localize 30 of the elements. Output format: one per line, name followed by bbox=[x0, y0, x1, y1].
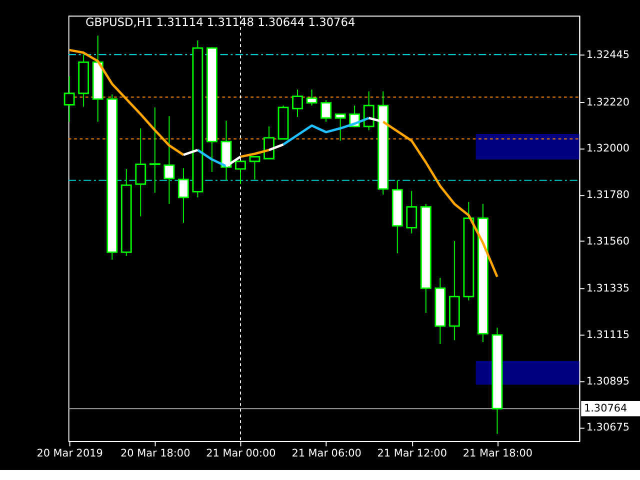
candlestick bbox=[264, 126, 274, 160]
x-tick-label: 21 Mar 18:00 bbox=[462, 448, 533, 460]
y-tick-label: 1.32220 bbox=[586, 96, 630, 108]
y-tick-label: 1.30675 bbox=[586, 422, 630, 434]
y-tick-label: 1.30895 bbox=[586, 375, 630, 388]
candlestick bbox=[406, 190, 418, 234]
candlestick bbox=[64, 76, 75, 122]
candlestick bbox=[235, 160, 246, 185]
candlestick bbox=[149, 106, 160, 194]
y-tick-label: 1.31560 bbox=[586, 235, 630, 248]
candlestick bbox=[320, 100, 332, 122]
candlestick bbox=[249, 156, 260, 180]
chart-title: GBPUSD,H1 1.31114 1.31148 1.30644 1.30764 bbox=[85, 15, 356, 30]
y-tick-label: 1.31780 bbox=[586, 188, 630, 201]
y-tick-label: 1.31115 bbox=[586, 329, 630, 342]
x-tick-label: 20 Mar 18:00 bbox=[120, 448, 190, 460]
ref-line-label: 1.30764 bbox=[584, 402, 628, 414]
x-tick-label: 20 Mar 2019 bbox=[36, 448, 103, 460]
candlestick bbox=[306, 89, 318, 106]
candlestick bbox=[292, 89, 303, 118]
candlestick bbox=[164, 116, 175, 204]
x-tick-label: 21 Mar 12:00 bbox=[377, 448, 447, 460]
y-tick-label: 1.31335 bbox=[586, 282, 630, 295]
y-tick-label: 1.32445 bbox=[586, 48, 630, 61]
y-tick-label: 1.32000 bbox=[586, 142, 630, 155]
x-tick-label: 21 Mar 06:00 bbox=[292, 448, 362, 460]
candlestick bbox=[178, 168, 189, 224]
candlestick bbox=[334, 113, 346, 142]
x-tick-label: 21 Mar 00:00 bbox=[206, 448, 276, 460]
candlestick bbox=[135, 128, 146, 217]
